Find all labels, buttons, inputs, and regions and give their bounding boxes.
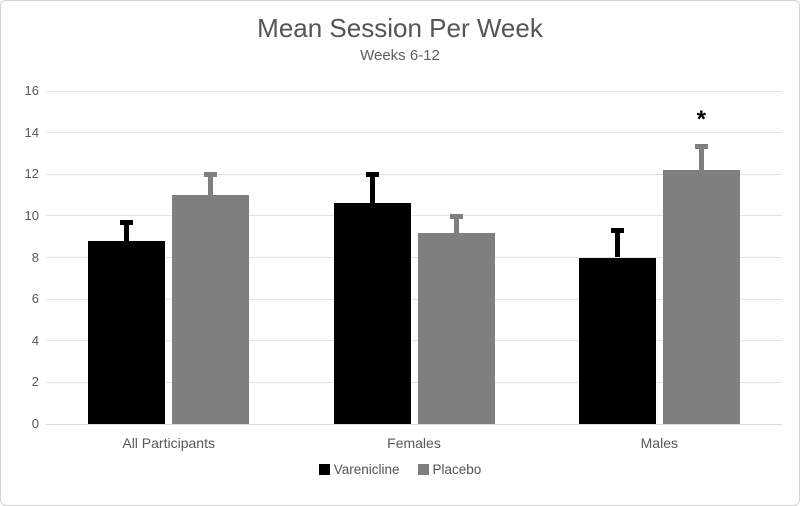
gridline [46,423,782,425]
legend-swatch-varenicline [318,464,330,475]
gridline [46,173,782,175]
error-bar-stem [369,172,375,204]
error-bar-cap [204,172,218,178]
gridline [46,340,782,342]
gridline [46,381,782,383]
bar-placebo-males [662,170,740,424]
x-axis-category-label: All Participants [122,435,215,451]
y-axis-tick-label: 0 [31,416,39,431]
bar-placebo-all-participants [172,195,250,424]
error-bar-cap [449,213,463,219]
legend-swatch-placebo [417,464,429,475]
bar-placebo-females [417,232,495,424]
x-axis-category-label: Females [387,435,441,451]
legend: Varenicline Placebo [1,462,799,477]
error-bar-cap [120,220,134,226]
legend-label-varenicline: Varenicline [333,462,400,477]
y-axis-tick-label: 2 [31,374,39,390]
gridline [46,132,782,134]
y-axis-tick-label: 14 [24,124,39,140]
error-bar-cap [610,228,624,234]
y-axis-tick-label: 16 [24,83,39,98]
legend-item-varenicline: Varenicline [318,462,400,477]
legend-label-placebo: Placebo [432,462,482,477]
gridline [46,90,782,92]
x-axis-category-label: Males [640,435,678,451]
chart-title: Mean Session Per Week [257,13,543,43]
bar-varenicline-females [333,203,411,424]
error-bar-stem [208,172,214,196]
chart-subtitle: Weeks 6-12 [360,47,440,64]
y-axis-tick-label: 6 [31,291,39,307]
gridline [46,257,782,258]
y-axis-tick-label: 10 [24,207,39,223]
legend-item-placebo: Placebo [417,462,482,477]
bar-varenicline-males [578,257,656,424]
y-axis-tick-label: 12 [24,166,39,182]
gridline [46,298,782,300]
y-axis-tick-label: 4 [31,332,39,348]
y-axis-tick-label: 8 [31,249,39,265]
error-bar-stem [614,228,620,258]
error-bar-stem [124,220,130,241]
error-bar-cap [694,144,708,150]
gridline [46,215,782,217]
error-bar-stem [453,213,459,233]
significance-asterisk: * [696,106,706,134]
error-bar-stem [698,144,704,171]
error-bar-cap [365,172,379,178]
bar-varenicline-all-participants [88,240,166,424]
